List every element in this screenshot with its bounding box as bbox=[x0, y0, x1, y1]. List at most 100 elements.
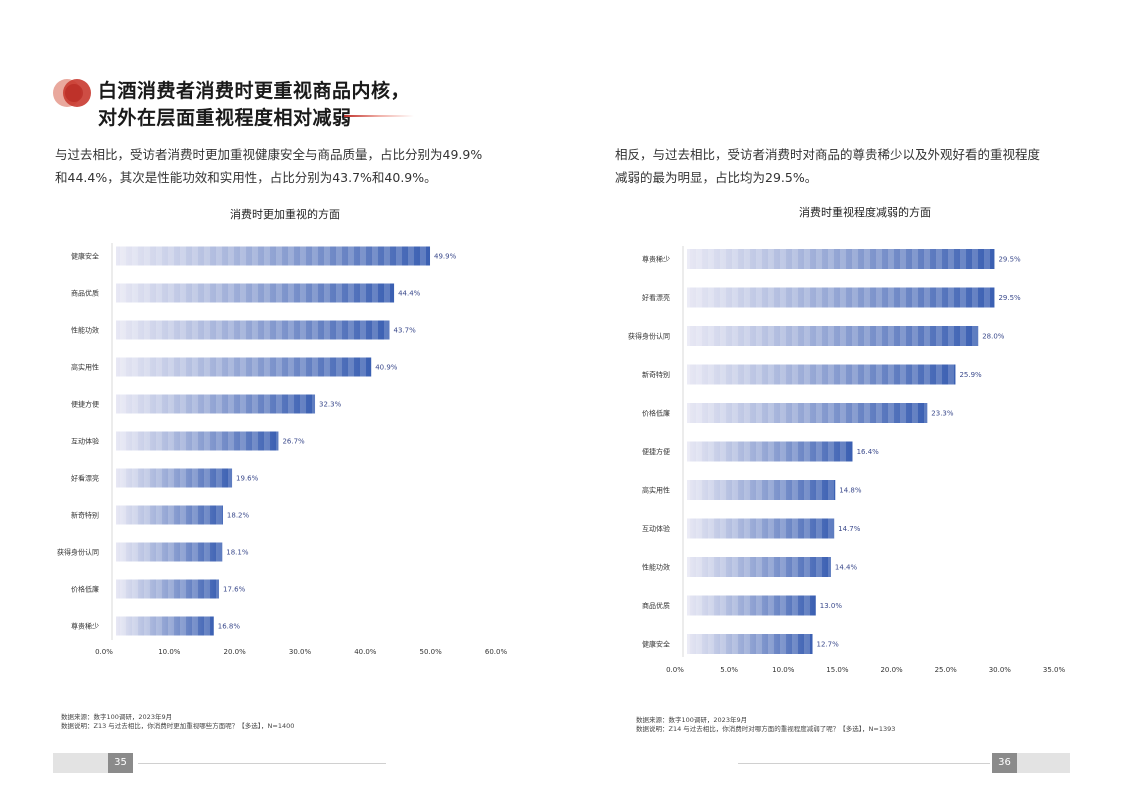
right-x-tick-label: 25.0% bbox=[935, 666, 958, 674]
left-x-tick-label: 0.0% bbox=[95, 648, 113, 656]
right-bar-texture bbox=[687, 480, 836, 500]
right-paragraph-line2: 减弱的最为明显，占比均为29.5%。 bbox=[615, 170, 818, 185]
left-paragraph-line1: 与过去相比，受访者消费时更加重视健康安全与商品质量，占比分别为49.9% bbox=[55, 147, 483, 162]
left-category-label: 尊贵稀少 bbox=[71, 622, 99, 631]
brand-circles-icon bbox=[53, 79, 91, 107]
left-bar-texture bbox=[116, 283, 395, 303]
left-category-label: 性能功效 bbox=[71, 326, 99, 335]
right-category-label: 健康安全 bbox=[642, 640, 670, 649]
right-bar-texture bbox=[687, 403, 928, 423]
left-value-label: 16.8% bbox=[218, 623, 241, 631]
left-value-label: 44.4% bbox=[398, 290, 421, 298]
right-value-label: 14.7% bbox=[838, 525, 861, 533]
left-bar-texture bbox=[116, 542, 223, 562]
left-value-label: 43.7% bbox=[394, 327, 417, 335]
left-value-label: 32.3% bbox=[319, 401, 342, 409]
right-category-label: 新奇特别 bbox=[642, 370, 670, 379]
right-source-note: 数据来源：数字100调研，2023年9月 数据说明：Z14 与过去相比，你消费时… bbox=[636, 716, 895, 734]
right-value-label: 29.5% bbox=[998, 256, 1021, 264]
left-category-label: 价格低廉 bbox=[71, 585, 99, 594]
right-x-tick-label: 5.0% bbox=[720, 666, 738, 674]
right-value-label: 28.0% bbox=[982, 333, 1005, 341]
right-category-label: 尊贵稀少 bbox=[642, 255, 670, 264]
left-source-note: 数据来源：数字100调研，2023年9月 数据说明：Z13 与过去相比，你消费时… bbox=[61, 713, 294, 731]
left-bar-texture bbox=[116, 246, 431, 266]
left-x-tick-label: 20.0% bbox=[224, 648, 247, 656]
right-footer-line bbox=[738, 763, 990, 764]
left-paragraph: 与过去相比，受访者消费时更加重视健康安全与商品质量，占比分别为49.9% 和44… bbox=[55, 143, 525, 189]
left-category-label: 高实用性 bbox=[71, 363, 99, 372]
left-x-tick-label: 10.0% bbox=[158, 648, 181, 656]
right-category-label: 商品优质 bbox=[642, 601, 670, 610]
right-x-tick-label: 35.0% bbox=[1043, 666, 1066, 674]
right-paragraph: 相反，与过去相比，受访者消费时对商品的尊贵稀少以及外观好看的重视程度 减弱的最为… bbox=[615, 143, 1085, 189]
right-footer-bar bbox=[1017, 753, 1070, 773]
left-bar-texture bbox=[116, 320, 390, 340]
right-value-label: 13.0% bbox=[820, 602, 843, 610]
left-bar-texture bbox=[116, 431, 279, 451]
right-category-label: 获得身份认同 bbox=[628, 332, 670, 341]
left-value-label: 49.9% bbox=[434, 253, 457, 261]
right-bar-texture bbox=[687, 287, 995, 308]
right-category-label: 性能功效 bbox=[642, 563, 670, 572]
right-category-label: 便捷方便 bbox=[642, 447, 670, 456]
left-value-label: 18.1% bbox=[226, 549, 249, 557]
right-x-tick-label: 15.0% bbox=[826, 666, 849, 674]
left-bar-texture bbox=[116, 616, 214, 636]
left-value-label: 40.9% bbox=[375, 364, 398, 372]
left-bar-texture bbox=[116, 579, 219, 599]
left-value-label: 19.6% bbox=[236, 475, 259, 483]
left-source-line2: 数据说明：Z13 与过去相比，你消费时更加重视哪些方面呢？【多选】，N=1400 bbox=[61, 722, 295, 730]
right-category-label: 高实用性 bbox=[642, 486, 670, 495]
page-title-line1: 白酒消费者消费时更重视商品内核， bbox=[98, 80, 411, 102]
left-paragraph-line2: 和44.4%，其次是性能功效和实用性，占比分别为43.7%和40.9%。 bbox=[55, 170, 437, 185]
left-x-tick-label: 40.0% bbox=[354, 648, 377, 656]
left-x-tick-label: 50.0% bbox=[420, 648, 443, 656]
right-bar-texture bbox=[687, 518, 835, 539]
right-category-label: 互动体验 bbox=[642, 524, 670, 533]
right-value-label: 14.4% bbox=[835, 564, 858, 572]
left-value-label: 18.2% bbox=[227, 512, 250, 520]
page-title-line2: 对外在层面重视程度相对减弱 bbox=[98, 107, 352, 129]
right-x-tick-label: 0.0% bbox=[666, 666, 684, 674]
right-source-line2: 数据说明：Z14 与过去相比，你消费时对哪方面的重视程度减弱了呢？【多选】，N=… bbox=[636, 725, 896, 733]
left-category-label: 好看漂亮 bbox=[71, 474, 99, 483]
left-x-tick-label: 30.0% bbox=[289, 648, 312, 656]
right-bar-texture bbox=[687, 364, 956, 385]
right-page-number: 36 bbox=[992, 753, 1017, 773]
left-x-tick-label: 60.0% bbox=[485, 648, 508, 656]
left-category-label: 便捷方便 bbox=[71, 400, 99, 409]
right-value-label: 14.8% bbox=[839, 487, 862, 495]
right-bar-texture bbox=[687, 557, 831, 577]
right-value-label: 25.9% bbox=[959, 371, 982, 379]
left-bar-texture bbox=[116, 468, 233, 488]
left-value-label: 17.6% bbox=[223, 586, 246, 594]
right-value-label: 16.4% bbox=[857, 448, 880, 456]
right-value-label: 23.3% bbox=[931, 410, 954, 418]
right-x-tick-label: 20.0% bbox=[880, 666, 903, 674]
right-bar-texture bbox=[687, 326, 979, 346]
left-bar-texture bbox=[116, 394, 316, 414]
left-source-line1: 数据来源：数字100调研，2023年9月 bbox=[61, 713, 173, 721]
right-source-line1: 数据来源：数字100调研，2023年9月 bbox=[636, 716, 748, 724]
left-bar-texture bbox=[116, 357, 372, 377]
right-chart-title: 消费时重视程度减弱的方面 bbox=[799, 206, 931, 219]
left-chart-title: 消费时更加重视的方面 bbox=[230, 208, 340, 221]
right-bar-texture bbox=[687, 249, 995, 269]
left-category-label: 互动体验 bbox=[71, 437, 99, 446]
left-page-number: 35 bbox=[108, 753, 133, 773]
left-category-label: 新奇特别 bbox=[71, 511, 99, 520]
left-footer-bar bbox=[53, 753, 108, 773]
right-value-label: 12.7% bbox=[817, 641, 840, 649]
left-category-label: 健康安全 bbox=[71, 252, 99, 261]
right-x-tick-label: 10.0% bbox=[772, 666, 795, 674]
left-bar-texture bbox=[116, 505, 223, 525]
right-category-label: 好看漂亮 bbox=[642, 293, 670, 302]
right-bar-texture bbox=[687, 441, 853, 462]
right-paragraph-line1: 相反，与过去相比，受访者消费时对商品的尊贵稀少以及外观好看的重视程度 bbox=[615, 147, 1041, 162]
right-bar-texture bbox=[687, 634, 813, 654]
left-category-label: 获得身份认同 bbox=[57, 548, 99, 557]
left-value-label: 26.7% bbox=[282, 438, 305, 446]
left-category-label: 商品优质 bbox=[71, 289, 99, 298]
